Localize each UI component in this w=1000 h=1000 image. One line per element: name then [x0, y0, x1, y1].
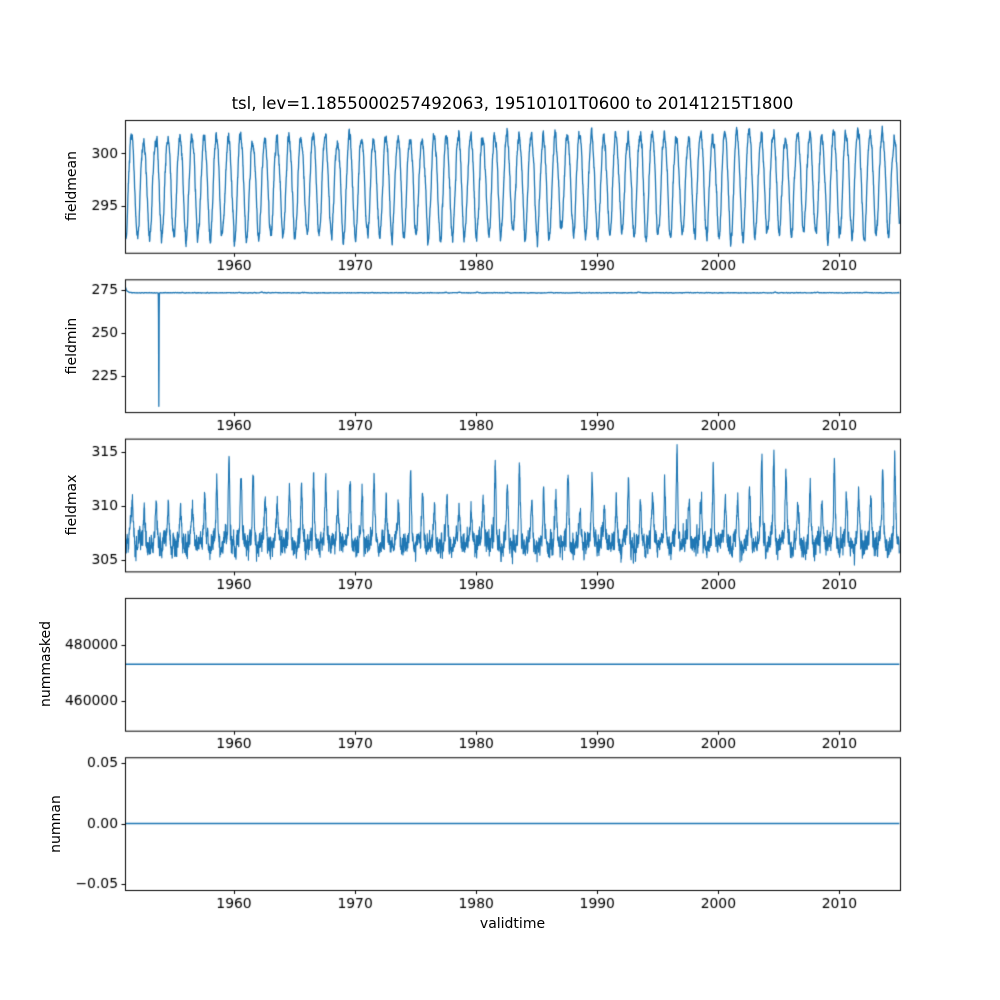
x-axis-label: validtime	[479, 916, 546, 932]
y-axis-label-numnan: numnan	[48, 795, 64, 853]
y-axis-label-fieldmax: fieldmax	[64, 474, 80, 536]
chart-title: tsl, lev=1.1855000257492063, 19510101T06…	[231, 94, 794, 113]
